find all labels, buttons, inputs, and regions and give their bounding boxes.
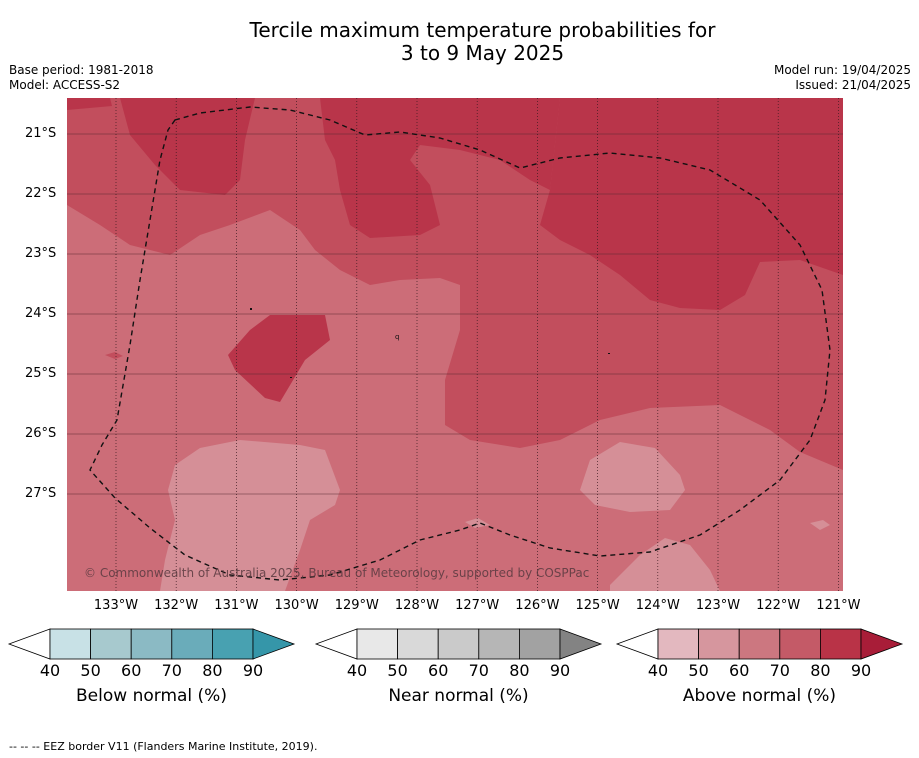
region-80-90-small: [228, 315, 330, 402]
colorbar-segment: [437, 628, 480, 660]
lat-label: 27°S: [25, 486, 57, 501]
colorbar-tick: 70: [769, 661, 790, 680]
lon-label: 125°W: [575, 598, 620, 613]
lon-label: 121°W: [816, 598, 861, 613]
colorbar-segment: [356, 628, 398, 660]
lat-label: 21°S: [25, 126, 57, 141]
region-80-90-center: [320, 98, 560, 238]
colorbar-over-triangle: [252, 628, 296, 660]
eez-footnote: -- -- -- EEZ border V11 (Flanders Marine…: [9, 740, 318, 753]
colorbar-tick: 40: [346, 661, 368, 680]
lon-label: 132°W: [154, 598, 199, 613]
colorbar-tick: 90: [549, 661, 571, 680]
svg-text:q: q: [395, 333, 399, 341]
colorbar-tick: 80: [202, 661, 223, 680]
region-50-60-southwest: [160, 440, 340, 591]
colorbar-segment: [211, 628, 254, 660]
colorbar-tick: 50: [387, 661, 408, 680]
lon-label: 128°W: [394, 598, 440, 613]
region-50-60-speck-2: [465, 518, 490, 528]
colorbar-segment: [698, 628, 740, 660]
colorbar-over-triangle: [860, 628, 904, 660]
colorbar-tick: 80: [810, 661, 831, 680]
colorbar-segment: [130, 628, 173, 660]
colorbar-label: Above normal (%): [682, 686, 837, 706]
lat-label: 24°S: [25, 306, 57, 321]
colorbar-tick: 60: [121, 661, 142, 680]
lon-label: 123°W: [695, 598, 741, 613]
colorbar-segment: [171, 628, 213, 660]
meta-left: Base period: 1981-2018 Model: ACCESS-S2: [9, 63, 154, 93]
title-line-2: 3 to 9 May 2025: [400, 41, 565, 65]
lon-label: 133°W: [93, 598, 139, 613]
lon-label: 126°W: [515, 598, 560, 613]
region-80-90-west: [120, 98, 255, 195]
colorbar-over-triangle: [559, 628, 603, 660]
colorbars: [7, 628, 904, 660]
colorbar-segment: [820, 628, 862, 660]
region-50-60-speck: [810, 520, 830, 530]
colorbar-segment: [738, 628, 781, 660]
lon-label: 130°W: [274, 598, 319, 613]
lon-label: 131°W: [214, 598, 259, 613]
lon-label: 127°W: [455, 598, 500, 613]
colorbar-under-triangle: [615, 628, 659, 660]
lat-label: 25°S: [25, 366, 57, 381]
region-70-80-speck: [105, 352, 123, 359]
colorbar-segment: [657, 628, 699, 660]
colorbar-tick: 90: [850, 661, 872, 680]
lat-label: 22°S: [25, 186, 57, 201]
map-fill: [67, 98, 843, 591]
title-line-1: Tercile maximum temperature probabilitie…: [249, 18, 716, 42]
base-period: Base period: 1981-2018: [9, 63, 154, 77]
model-name: Model: ACCESS-S2: [9, 78, 121, 92]
colorbar-tick: 80: [509, 661, 530, 680]
region-80-90-east: [540, 98, 843, 310]
lon-label: 122°W: [756, 598, 801, 613]
colorbar-under-triangle: [314, 628, 358, 660]
colorbar-tick: 70: [468, 661, 489, 680]
map-title: Tercile maximum temperature probabilitie…: [0, 19, 919, 65]
meta-right: Model run: 19/04/2025 Issued: 21/04/2025: [774, 63, 911, 93]
island-markers: q: [250, 308, 610, 378]
region-80-90-corner: [67, 98, 112, 110]
colorbar-tick: 50: [688, 661, 709, 680]
colorbar-segment: [49, 628, 91, 660]
colorbar-segment: [397, 628, 439, 660]
model-run: Model run: 19/04/2025: [773, 63, 911, 77]
colorbar-tick: 70: [161, 661, 182, 680]
colorbar-tick: 60: [729, 661, 750, 680]
colorbar-segment: [519, 628, 561, 660]
colorbar-tick: 40: [647, 661, 669, 680]
copyright-notice: © Commonwealth of Australia 2025, Bureau…: [84, 566, 590, 580]
colorbar-tick: 50: [80, 661, 101, 680]
region-50-60-south: [610, 538, 720, 591]
lat-label: 23°S: [25, 246, 57, 261]
colorbar-segment: [90, 628, 132, 660]
lon-label: 129°W: [334, 598, 379, 613]
colorbar-tick: 60: [428, 661, 449, 680]
lat-label: 26°S: [25, 426, 57, 441]
colorbar-under-triangle: [7, 628, 51, 660]
colorbar-segment: [779, 628, 821, 660]
colorbar-label: Near normal (%): [388, 686, 529, 706]
colorbar-label: Below normal (%): [76, 686, 227, 706]
issued-date: Issued: 21/04/2025: [795, 78, 911, 92]
graticule: [67, 98, 843, 591]
colorbar-tick: 90: [242, 661, 264, 680]
region-50-60-southeast: [580, 442, 685, 512]
lon-label: 124°W: [635, 598, 680, 613]
colorbar-segment: [478, 628, 520, 660]
eez-border: [89, 106, 831, 581]
colorbar-tick: 40: [39, 661, 61, 680]
